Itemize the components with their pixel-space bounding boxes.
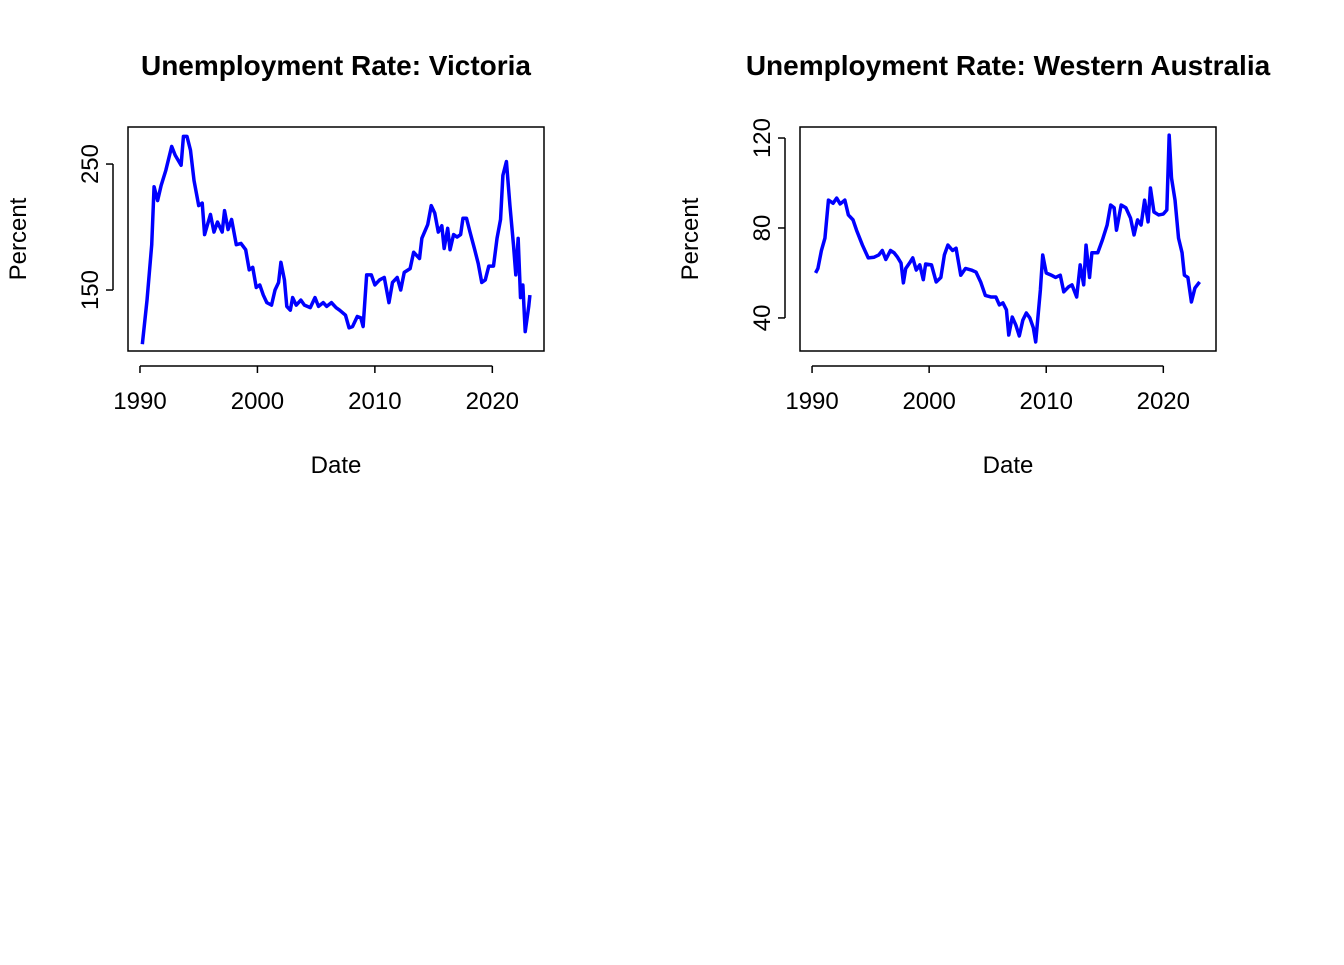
x-axis-label: Date (983, 452, 1034, 479)
chart-title: Unemployment Rate: Victoria (141, 50, 531, 81)
y-tick-label: 250 (77, 144, 104, 184)
y-tick-label: 40 (749, 305, 776, 332)
x-tick-label: 2020 (466, 388, 519, 415)
x-tick-label: 2000 (902, 388, 955, 415)
chart-title: Unemployment Rate: Western Australia (746, 50, 1271, 81)
x-axis-label: Date (311, 452, 362, 479)
plot-frame (127, 126, 545, 352)
x-tick-label: 1990 (785, 388, 838, 415)
x-tick-label: 1990 (113, 388, 166, 415)
y-tick-label: 120 (749, 118, 776, 158)
y-tick-label: 150 (77, 270, 104, 310)
x-tick-label: 2000 (231, 388, 284, 415)
y-tick-label: 80 (749, 215, 776, 242)
x-tick-label: 2010 (1020, 388, 1073, 415)
data-line (140, 134, 532, 345)
x-tick-label: 2020 (1137, 388, 1190, 415)
x-tick-label: 2010 (348, 388, 401, 415)
data-line (814, 133, 1201, 344)
y-axis-label: Percent (5, 197, 32, 280)
plot-frame (799, 126, 1217, 352)
y-axis-label: Percent (677, 197, 704, 280)
